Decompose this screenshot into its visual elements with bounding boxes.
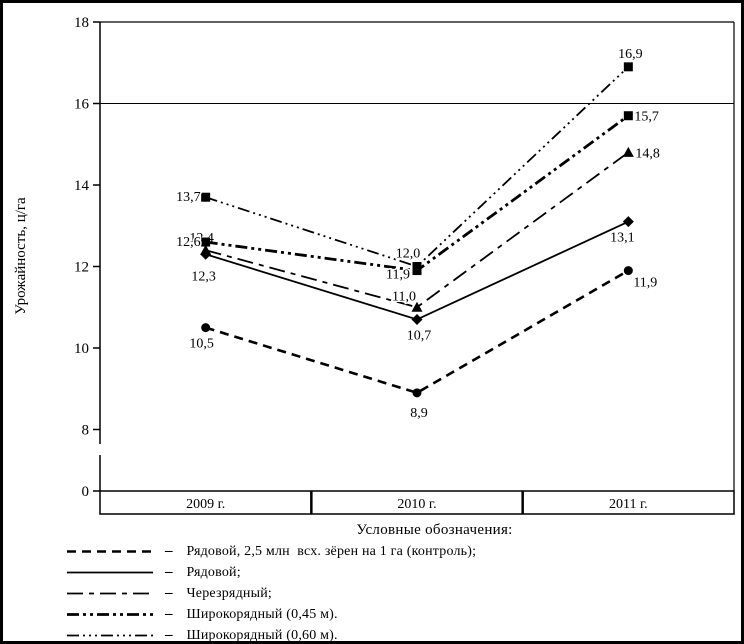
legend: Условные обозначения: – Рядовой, 2,5 млн…	[3, 520, 741, 643]
legend-row: – Широкорядный (0,60 м).	[3, 625, 741, 643]
diamond-marker-icon	[622, 216, 634, 228]
point-label: 11,9	[386, 268, 410, 283]
legend-label-control: Рядовой, 2,5 млн всх. зёрен на 1 га (кон…	[186, 543, 477, 559]
legend-label-ryadovoy: Рядовой;	[186, 564, 241, 580]
dash-dot-line-sample-icon	[67, 592, 153, 595]
legend-label-cherezryadny: Черезрядный;	[186, 585, 272, 601]
legend-separator: –	[165, 564, 173, 580]
dashed-line-sample-icon	[67, 550, 153, 553]
point-label: 10,7	[407, 328, 432, 343]
y-axis-title: Урожайность, ц/га	[13, 197, 29, 315]
legend-row: – Черезрядный;	[3, 583, 741, 604]
point-label: 11,9	[633, 276, 657, 291]
point-label: 16,9	[618, 47, 643, 62]
square-marker-icon	[412, 262, 422, 271]
y-tick-label: 14	[74, 178, 90, 194]
point-label: 11,0	[392, 289, 416, 304]
point-label: 14,8	[635, 146, 660, 161]
y-tick-label: 10	[74, 341, 89, 357]
yield-chart: 18 16 14 12 10 8 0 2009 г. 2010 г. 2011 г. Урожайн…	[13, 15, 735, 515]
triangle-marker-icon	[200, 244, 212, 255]
legend-row: – Рядовой;	[3, 562, 741, 583]
y-tick-label: 8	[82, 423, 90, 439]
point-label: 12,3	[191, 269, 216, 284]
point-label: 12,6	[176, 235, 201, 250]
square-marker-icon	[623, 111, 633, 121]
y-tick-label: 12	[74, 260, 89, 276]
legend-title: Условные обозначения:	[356, 522, 513, 538]
legend-label-shirokoryadny-060: Широкорядный (0,60 м).	[186, 627, 338, 643]
square-marker-icon	[201, 237, 211, 247]
point-label: 15,7	[634, 110, 659, 125]
square-marker-icon	[201, 192, 211, 202]
x-category-label: 2010 г.	[397, 497, 436, 512]
series-line	[205, 66, 629, 268]
legend-separator: –	[165, 627, 173, 643]
dash-dot-dot-dot-line-sample-icon	[67, 634, 153, 637]
x-category-label: 2009 г.	[186, 497, 225, 512]
legend-row: – Рядовой, 2,5 млн всх. зёрен на 1 га (к…	[3, 541, 741, 562]
legend-separator: –	[165, 606, 173, 622]
point-label: 10,5	[189, 337, 214, 352]
solid-line-sample-icon	[67, 571, 153, 574]
circle-marker-icon	[623, 266, 633, 276]
diamond-marker-icon	[411, 313, 423, 325]
series-line	[205, 269, 629, 395]
triangle-marker-icon	[622, 146, 634, 157]
circle-marker-icon	[201, 323, 211, 333]
x-category-label: 2011 г.	[609, 497, 648, 512]
triangle-marker-icon	[411, 301, 423, 312]
legend-separator: –	[165, 585, 173, 601]
point-label: 8,9	[410, 406, 428, 421]
dash-dot-dot-line-sample-icon	[67, 613, 153, 616]
y-tick-label: 0	[82, 484, 90, 500]
square-marker-icon	[623, 62, 633, 72]
legend-label-shirokoryadny-045: Широкорядный (0,45 м).	[186, 606, 338, 622]
y-tick-label: 18	[74, 15, 89, 31]
series-line	[205, 151, 629, 309]
legend-separator: –	[165, 543, 173, 559]
y-tick-label: 16	[74, 97, 90, 113]
point-label: 12,0	[396, 247, 421, 262]
point-label: 13,1	[610, 231, 635, 246]
circle-marker-icon	[412, 388, 422, 398]
point-label: 13,7	[176, 190, 201, 205]
legend-row: – Широкорядный (0,45 м).	[3, 604, 741, 625]
x-axis-row	[99, 490, 735, 515]
